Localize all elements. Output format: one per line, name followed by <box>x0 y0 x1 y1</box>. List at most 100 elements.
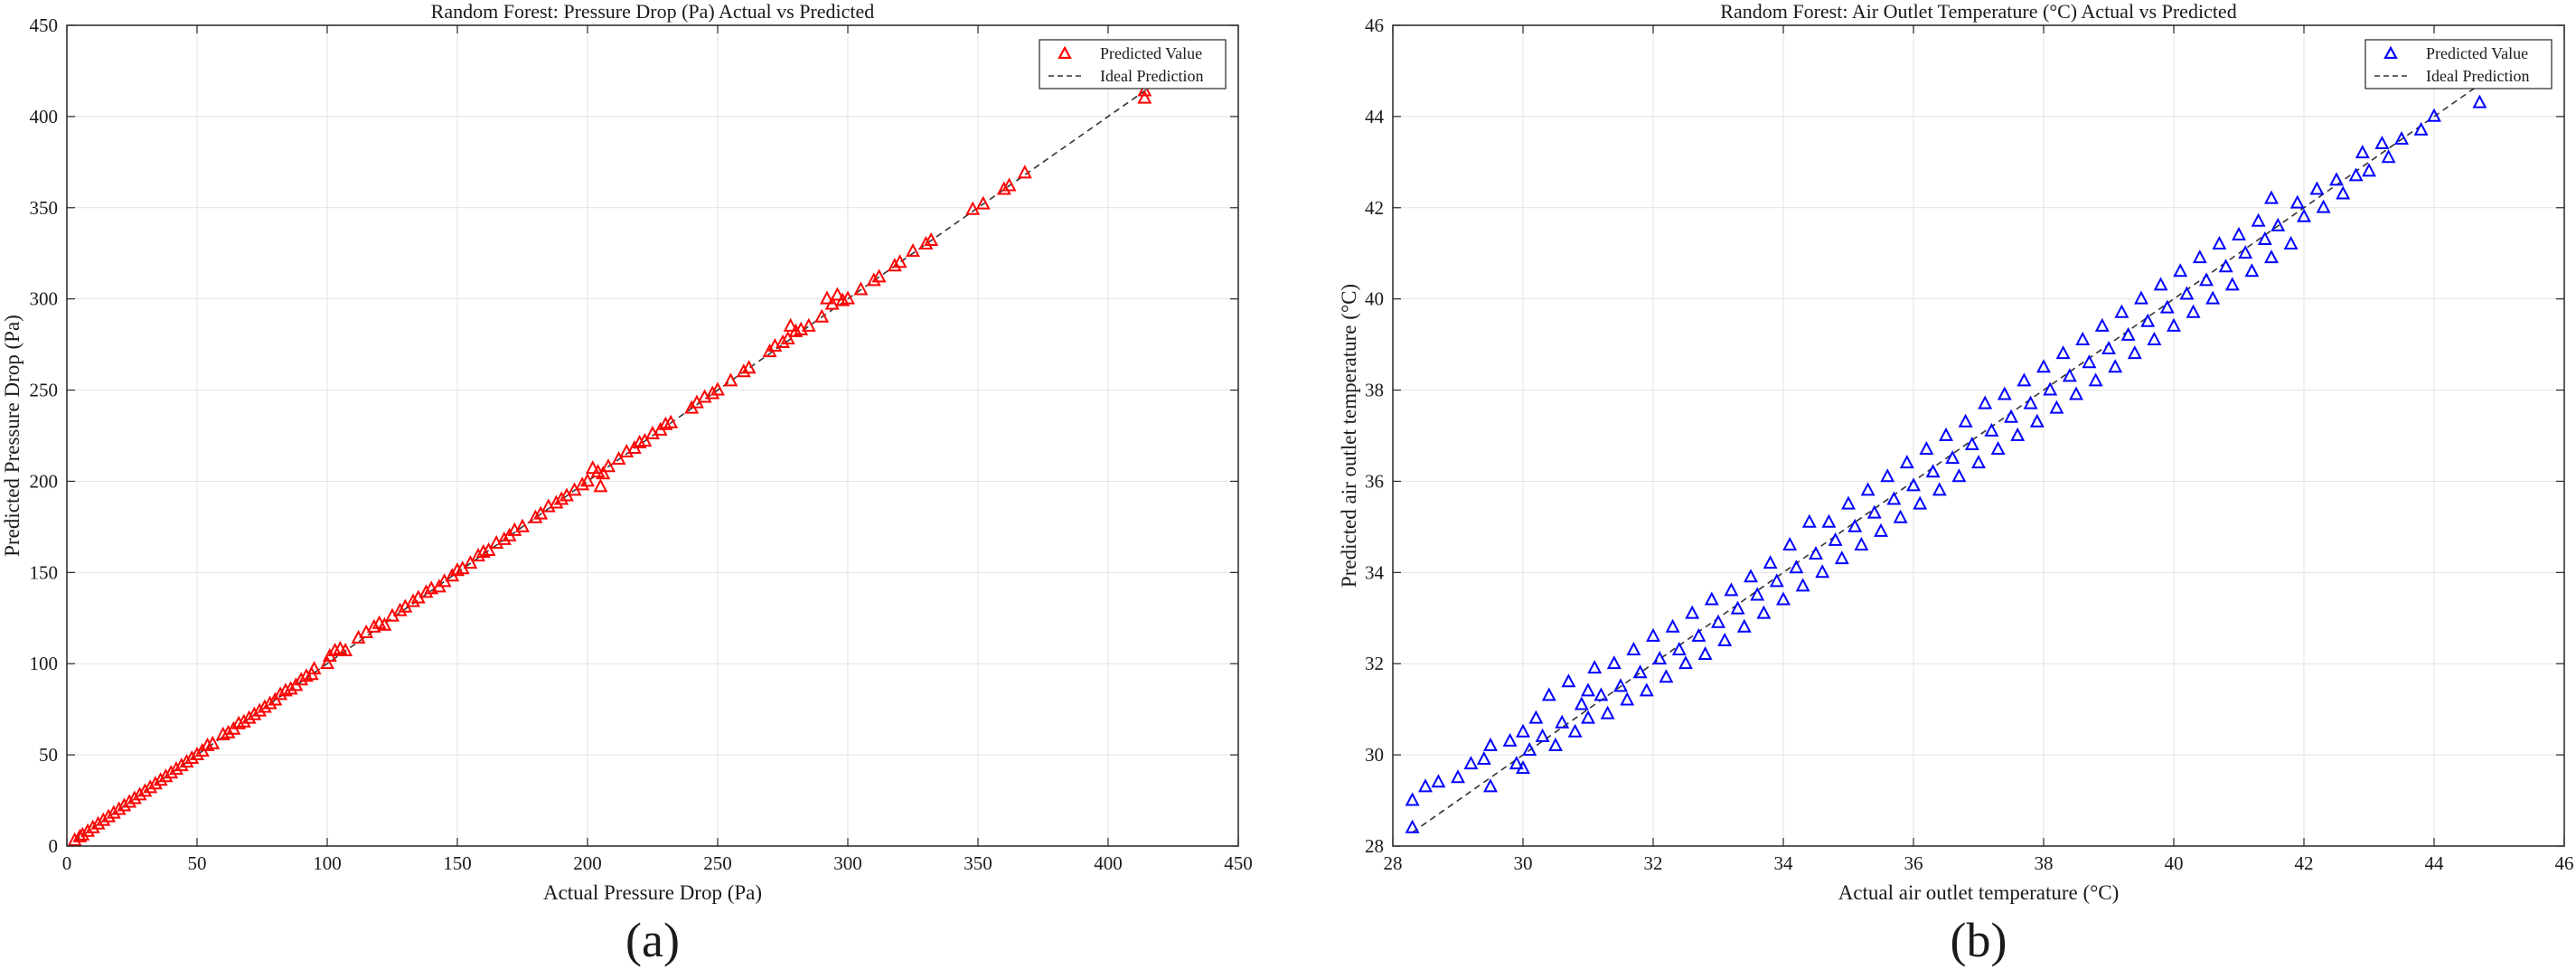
data-point <box>164 765 179 779</box>
data-point <box>1866 504 1882 519</box>
x-tick-label: 34 <box>1774 852 1794 874</box>
data-point <box>153 772 168 786</box>
data-point <box>632 434 647 448</box>
y-tick-label: 100 <box>30 653 59 674</box>
y-tick-label: 150 <box>30 561 59 583</box>
data-point <box>481 541 496 557</box>
data-point <box>2413 121 2429 136</box>
data-point <box>2283 235 2299 250</box>
data-point <box>1431 774 1446 788</box>
data-point <box>1001 177 1017 192</box>
data-point <box>1620 691 1635 706</box>
legend-label-predicted-b: Predicted Value <box>2426 44 2528 62</box>
ideal-line-b <box>1412 79 2487 833</box>
data-point <box>1522 741 1537 756</box>
legend-label-ideal-a: Ideal Prediction <box>1100 67 1203 85</box>
data-point <box>132 786 147 801</box>
data-point <box>906 243 920 258</box>
data-point <box>723 372 738 387</box>
data-point <box>515 518 530 532</box>
data-point <box>2309 181 2325 195</box>
y-tick-label: 38 <box>1365 380 1384 401</box>
y-tick-label: 36 <box>1365 470 1384 492</box>
data-point <box>1516 760 1530 775</box>
data-point <box>1632 664 1648 679</box>
x-tick-label: 44 <box>2425 852 2445 874</box>
y-ticks-b: 28 30 32 34 36 38 40 42 44 46 <box>1365 14 2564 857</box>
data-point <box>1750 587 1765 601</box>
y-tick-label: 50 <box>39 744 58 766</box>
data-point <box>1860 482 1876 496</box>
data-point <box>327 642 343 656</box>
data-point <box>257 699 272 713</box>
data-point <box>406 593 421 607</box>
data-point <box>127 790 142 804</box>
x-tick-label: 200 <box>573 852 602 874</box>
data-point <box>2173 263 2188 278</box>
data-point <box>306 661 322 675</box>
data-point <box>2017 372 2032 387</box>
data-point <box>918 235 934 250</box>
data-point <box>90 815 106 830</box>
data-point <box>106 804 121 819</box>
data-point <box>2101 341 2116 355</box>
panel-label-a: (a) <box>625 913 680 967</box>
y-axis-label-a: Predicted Pressure Drop (Pa) <box>1 315 24 557</box>
data-point <box>1587 660 1603 674</box>
data-point <box>1581 710 1595 724</box>
data-point <box>2094 317 2110 332</box>
data-point <box>1906 477 1921 492</box>
data-point <box>663 414 679 428</box>
chart-panel-a: 0 50 100 150 200 250 300 350 400 450 0 50 100 150 200… <box>1 0 1253 967</box>
x-ticks-a: 0 50 100 150 200 250 300 350 400 450 <box>62 25 1253 874</box>
x-tick-label: 100 <box>313 852 342 874</box>
data-point <box>1509 756 1524 770</box>
data-point <box>85 819 100 833</box>
data-point <box>741 360 757 374</box>
data-point <box>1834 550 1849 565</box>
y-tick-label: 28 <box>1365 835 1384 857</box>
data-point <box>2472 94 2487 108</box>
data-point <box>1646 627 1660 642</box>
data-point <box>1652 651 1668 665</box>
data-point <box>2232 226 2246 240</box>
data-point <box>475 544 491 559</box>
x-tick-label: 50 <box>188 852 207 874</box>
x-ticks-b: 28 30 32 34 36 38 40 42 44 46 <box>1384 25 2574 874</box>
data-point <box>2159 299 2175 314</box>
x-tick-label: 40 <box>2165 852 2184 874</box>
data-point <box>294 672 309 686</box>
data-point <box>1978 395 1993 409</box>
y-ticks-a: 0 50 100 150 200 250 300 350 400 450 <box>30 14 1238 857</box>
data-point <box>1801 513 1817 528</box>
data-point <box>137 783 153 797</box>
data-point <box>1574 696 1589 710</box>
data-point <box>2167 317 2181 332</box>
data-point <box>788 323 804 337</box>
data-point <box>1137 89 1152 104</box>
y-tick-label: 42 <box>1365 197 1384 219</box>
chart-panel-b: 28 30 32 34 36 38 40 42 44 46 28 30 32 34 36 38 40 42 44 4… <box>1338 0 2574 967</box>
x-tick-label: 350 <box>964 852 992 874</box>
data-point <box>1717 632 1733 646</box>
data-point <box>533 505 549 520</box>
data-point <box>1945 450 1960 465</box>
data-point <box>2036 359 2051 373</box>
data-point <box>1925 464 1941 478</box>
data-point <box>1854 536 1869 550</box>
y-tick-label: 350 <box>30 197 59 219</box>
data-point <box>2153 277 2168 291</box>
x-tick-label: 30 <box>1514 852 1533 874</box>
data-point <box>2336 185 2351 200</box>
data-point <box>2348 167 2364 182</box>
data-point <box>1939 427 1953 441</box>
data-point <box>1502 732 1518 747</box>
data-point <box>2004 409 2018 423</box>
axes-box-a <box>66 24 1239 847</box>
data-point <box>221 724 236 739</box>
data-point <box>1958 413 1973 428</box>
data-point <box>338 642 353 656</box>
data-point <box>1815 564 1830 579</box>
data-point <box>1697 645 1713 661</box>
